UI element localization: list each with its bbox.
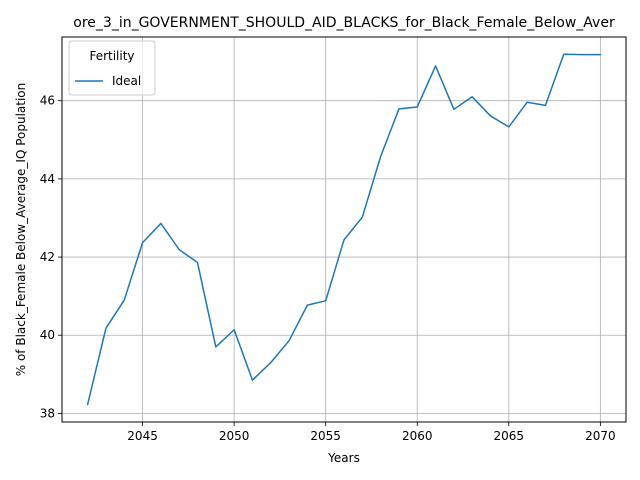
chart-title: ore_3_in_GOVERNMENT_SHOULD_AID_BLACKS_fo… [73, 15, 615, 31]
x-axis: 2045 2050 2055 2060 2065 2070 [127, 422, 616, 443]
grid-lines [62, 37, 626, 422]
x-tick-label: 2055 [310, 429, 341, 443]
x-tick-label: 2070 [585, 429, 616, 443]
plot-frame [61, 36, 627, 423]
series-layer [86, 53, 602, 406]
legend-label-ideal: Ideal [112, 74, 141, 88]
y-axis: 38 40 42 44 46 [40, 94, 62, 420]
y-tick-label: 46 [40, 94, 55, 108]
x-tick-label: 2065 [494, 429, 525, 443]
y-tick-label: 44 [40, 172, 55, 186]
legend: Fertility Ideal [68, 40, 156, 96]
x-tick-label: 2060 [402, 429, 433, 443]
x-tick-label: 2050 [219, 429, 250, 443]
y-tick-label: 42 [40, 250, 55, 264]
x-axis-label: Years [327, 451, 360, 465]
x-tick-label: 2045 [127, 429, 158, 443]
y-tick-label: 40 [40, 328, 55, 342]
legend-title: Fertility [89, 49, 134, 63]
y-axis-label: % of Black_Female Below_Average_IQ Popul… [14, 83, 28, 377]
y-tick-label: 38 [40, 406, 55, 420]
series-line-ideal [86, 53, 602, 406]
